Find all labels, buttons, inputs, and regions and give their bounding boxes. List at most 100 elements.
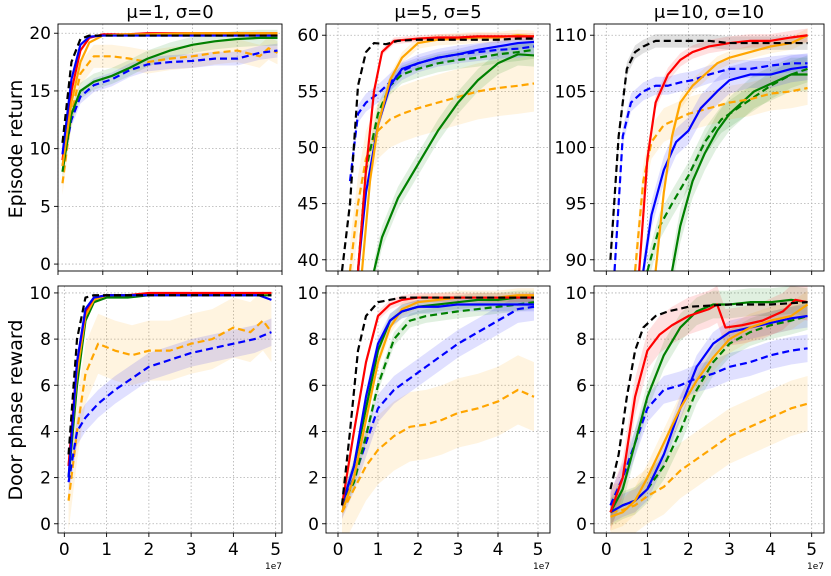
series-line-orange-solid [654,34,809,271]
axes-frame [593,285,825,534]
ytick-label: 5 [40,197,51,217]
series-line-blue-dashed [613,62,808,271]
xtick-label: 4 [765,540,776,560]
series-line-red-solid [340,296,534,506]
series-line-blue-dashed [61,49,278,167]
xtick-label: 3 [724,540,735,560]
ytick-label: 10 [297,284,319,304]
ytick-label: 6 [308,376,319,396]
xtick-label: 1 [642,540,653,560]
ytick-label: 40 [297,251,319,271]
panel-0-1: 40 45 50 55 60 μ=5, σ=5 [297,2,551,275]
xtick-label: 5 [270,540,281,560]
xtick-label: 4 [228,540,239,560]
series-band-blue-dashed [68,318,272,497]
x-multiplier: 1e7 [807,562,824,572]
ytick-label: 8 [308,330,319,350]
x-multiplier: 1e7 [533,562,550,572]
xtick-label: 5 [533,540,544,560]
ytick-label: 50 [297,139,319,159]
ytick-label: 10 [565,284,587,304]
xtick-label: 3 [453,540,464,560]
series-band-red-solid [610,286,808,531]
series-band-blue-solid [610,304,808,524]
series-line-green-solid [609,298,808,513]
xtick-label: 1 [373,540,384,560]
ytick-label: 2 [308,469,319,489]
ytick-label: 45 [297,195,319,215]
ytick-label: 2 [576,469,587,489]
plot-area [340,288,535,533]
series-line-orange-dashed [67,319,273,501]
series-line-blue-solid [340,303,534,506]
ytick-label: 95 [565,195,587,215]
plot-area [67,290,273,531]
panel-0-2: 90 95 100 105 110 μ=10, σ=10 [555,2,825,275]
series-band-green-dashed [342,295,534,513]
ytick-label: 110 [555,26,587,46]
series-line-blue-dashed [67,331,272,483]
ytick-label: 0 [308,515,319,535]
series-line-green-solid [670,73,808,271]
series-band-orange-dashed [610,376,808,533]
series-line-green-dashed [646,67,808,271]
series-line-black-dashed [340,37,534,271]
series-line-green-solid [61,36,278,172]
series-band-orange-dashed [68,290,272,531]
series-band-green-solid [62,29,278,180]
ytick-label: 6 [40,376,51,396]
panel-title: μ=5, σ=5 [394,2,481,23]
series-line-black-dashed [609,301,808,490]
xtick-label: 2 [683,540,694,560]
series-band-blue-dashed [610,334,808,520]
series-line-red-solid [609,298,808,513]
ytick-label: 55 [297,82,319,102]
series-line-orange-dashed [348,82,535,271]
xtick-label: 2 [143,540,154,560]
panel-1-2: 0 2 4 6 8 10 0 1 2 3 4 5 1e7 [565,284,825,572]
series-line-orange-dashed [610,402,808,514]
plot-area [61,29,279,195]
ytick-label: 4 [576,422,587,442]
plot-area [340,29,535,271]
panel-1-0: 0 2 4 6 8 10 0 1 2 3 4 5 1e7 [29,284,283,572]
ytick-label: 8 [576,330,587,350]
series-line-red-solid [356,35,534,271]
series-band-blue-dashed [342,292,534,520]
plot-area [609,286,809,533]
ytick-label: 0 [576,515,587,535]
series-band-orange-dashed [342,355,534,533]
xtick-label: 3 [186,540,197,560]
xtick-label: 5 [806,540,817,560]
series-band-orange-dashed [62,36,278,195]
ytick-label: 90 [565,251,587,271]
axes-frame [325,285,551,534]
series-line-orange-dashed [61,47,279,184]
ytick-label: 8 [40,330,51,350]
ytick-label: 6 [576,376,587,396]
series-line-red-solid [638,34,808,271]
panel-title: μ=10, σ=10 [654,2,764,23]
ytick-label: 4 [40,422,51,442]
xtick-label: 2 [413,540,424,560]
xtick-label: 0 [601,540,612,560]
series-line-green-dashed [356,48,535,271]
ytick-label: 105 [555,82,587,102]
series-band-green-dashed [647,55,808,271]
ytick-label: 4 [308,422,319,442]
series-line-orange-dashed [341,388,535,513]
panel-0-0: 0 5 10 15 20 μ=1, σ=0 [29,2,283,275]
series-line-black-dashed [340,296,534,506]
series-band-green-solid [610,286,808,527]
axes-frame [57,23,283,272]
panel-title: μ=1, σ=0 [126,2,213,23]
ytick-label: 2 [40,469,51,489]
series-band-orange-dashed [350,55,534,271]
x-multiplier: 1e7 [265,562,282,572]
series-line-black-dashed [67,294,272,455]
xtick-label: 0 [333,540,344,560]
series-line-blue-dashed [340,305,535,506]
xtick-label: 4 [493,540,504,560]
series-band-orange-solid [655,28,808,271]
